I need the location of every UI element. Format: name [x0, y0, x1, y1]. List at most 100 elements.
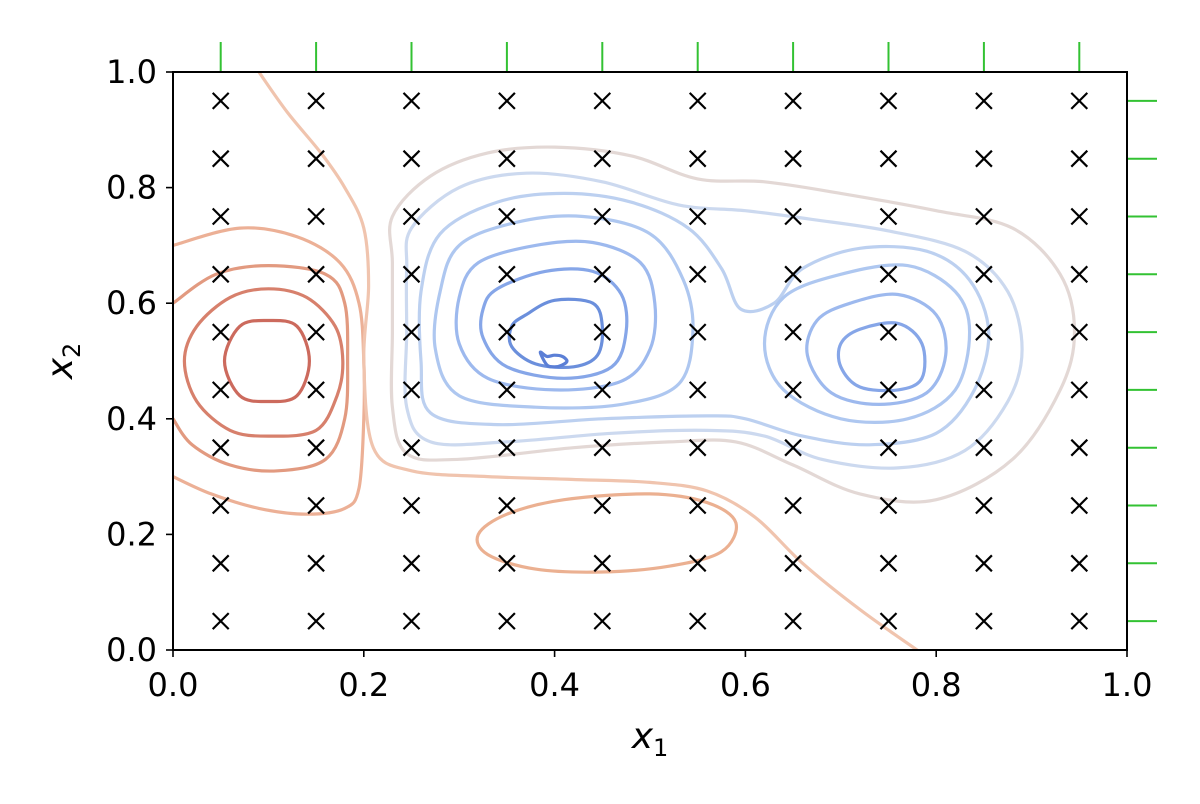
- marker-stroke: [688, 92, 707, 110]
- sample-point-marker: [307, 149, 325, 168]
- marker-stroke: [498, 92, 516, 110]
- contour-red-low: [475, 492, 738, 574]
- sample-point-marker: [593, 496, 612, 515]
- sample-point-marker: [879, 496, 898, 515]
- x-tick-label: 0.4: [529, 666, 580, 704]
- sample-point-marker: [1070, 92, 1089, 110]
- marker-stroke: [307, 92, 325, 110]
- marker-stroke: [688, 265, 707, 284]
- x-tick-label: 0.6: [720, 666, 771, 704]
- sample-point-marker: [688, 554, 707, 573]
- marker-stroke: [879, 207, 898, 226]
- y-tick-label: 0.0: [106, 631, 157, 669]
- y-tick-label: 0.6: [106, 284, 157, 322]
- marker-stroke: [879, 496, 898, 515]
- contour-blue-5b: [836, 321, 927, 393]
- marker-stroke: [1070, 149, 1089, 168]
- sample-points: [211, 92, 1089, 630]
- marker-stroke: [784, 554, 802, 573]
- sample-point-marker: [498, 496, 516, 515]
- sample-point-marker: [975, 381, 993, 399]
- sample-point-marker: [879, 207, 898, 226]
- contour-red-4: [222, 318, 311, 404]
- marker-stroke: [307, 149, 325, 168]
- sample-point-marker: [498, 438, 516, 457]
- marker-stroke: [1070, 554, 1089, 573]
- marker-stroke: [1070, 265, 1089, 284]
- sample-point-marker: [975, 554, 993, 573]
- y-axis-label-base: x: [40, 357, 81, 380]
- marker-stroke: [307, 612, 325, 630]
- contour-blue-3b: [762, 263, 972, 424]
- y-tick-label: 0.8: [106, 169, 157, 207]
- sample-point-marker: [593, 207, 612, 226]
- sample-point-marker: [307, 381, 325, 399]
- contour-blue-5: [479, 267, 629, 380]
- sample-point-marker: [975, 323, 993, 341]
- marker-stroke: [879, 92, 898, 110]
- marker-stroke: [784, 265, 802, 284]
- sample-point-marker: [307, 323, 325, 341]
- marker-stroke: [307, 438, 325, 457]
- marker-stroke: [211, 323, 230, 341]
- marker-stroke: [879, 381, 898, 399]
- sample-point-marker: [975, 149, 993, 168]
- sample-point-marker: [498, 381, 516, 399]
- x-axis-label-base: x: [631, 716, 654, 757]
- sample-point-marker: [1070, 149, 1089, 168]
- contour-blue-6: [507, 297, 605, 370]
- sample-point-marker: [879, 92, 898, 110]
- marker-stroke: [975, 149, 993, 168]
- sample-point-marker: [784, 496, 802, 515]
- x-axis-label: x1: [631, 716, 669, 762]
- sample-point-marker: [688, 265, 707, 284]
- marker-stroke: [688, 323, 707, 341]
- marker-stroke: [402, 438, 421, 457]
- marker-stroke: [593, 612, 612, 630]
- marker-stroke: [688, 149, 707, 168]
- marker-stroke: [593, 554, 612, 573]
- sample-point-marker: [1070, 265, 1089, 284]
- sample-point-marker: [784, 612, 802, 630]
- marker-stroke: [784, 92, 802, 110]
- sample-point-marker: [402, 381, 421, 399]
- sample-point-marker: [211, 381, 230, 399]
- sample-point-marker: [975, 496, 993, 515]
- y-axis-label-sub: 2: [58, 343, 86, 358]
- sample-point-marker: [784, 149, 802, 168]
- sample-point-marker: [402, 554, 421, 573]
- y-tick-label: 0.4: [106, 400, 157, 438]
- marker-stroke: [975, 323, 993, 341]
- contour-red-0: [257, 72, 919, 650]
- marker-stroke: [498, 323, 516, 341]
- y-tick-label: 1.0: [106, 53, 157, 91]
- sample-point-marker: [402, 207, 421, 226]
- sample-point-marker: [593, 149, 612, 168]
- sample-point-marker: [498, 149, 516, 168]
- marker-stroke: [1070, 207, 1089, 226]
- contour-red-3: [182, 287, 345, 438]
- x-tick-label: 0.2: [338, 666, 389, 704]
- x-axis: 0.0 0.2 0.4 0.6 0.8 1.0: [148, 650, 1152, 704]
- contour-blue-2: [417, 191, 991, 447]
- sample-point-marker: [307, 438, 325, 457]
- contour-blue-3: [432, 214, 695, 410]
- y-axis: 0.0 0.2 0.4 0.6 0.8 1.0: [106, 53, 173, 669]
- sample-point-marker: [593, 265, 612, 284]
- marker-stroke: [402, 554, 421, 573]
- x-tick-label: 0.8: [911, 666, 962, 704]
- marker-stroke: [402, 265, 421, 284]
- sample-point-marker: [688, 381, 707, 399]
- sample-point-marker: [307, 554, 325, 573]
- sample-point-marker: [784, 554, 802, 573]
- sample-point-marker: [784, 381, 802, 399]
- marker-stroke: [211, 496, 230, 515]
- contour-neutral: [388, 145, 1077, 504]
- sample-point-marker: [307, 265, 325, 284]
- sample-point-marker: [879, 381, 898, 399]
- rug-ticks: [219, 42, 1157, 623]
- marker-stroke: [211, 438, 230, 457]
- sample-point-marker: [784, 323, 802, 341]
- sample-point-marker: [211, 207, 230, 226]
- marker-stroke: [211, 149, 230, 168]
